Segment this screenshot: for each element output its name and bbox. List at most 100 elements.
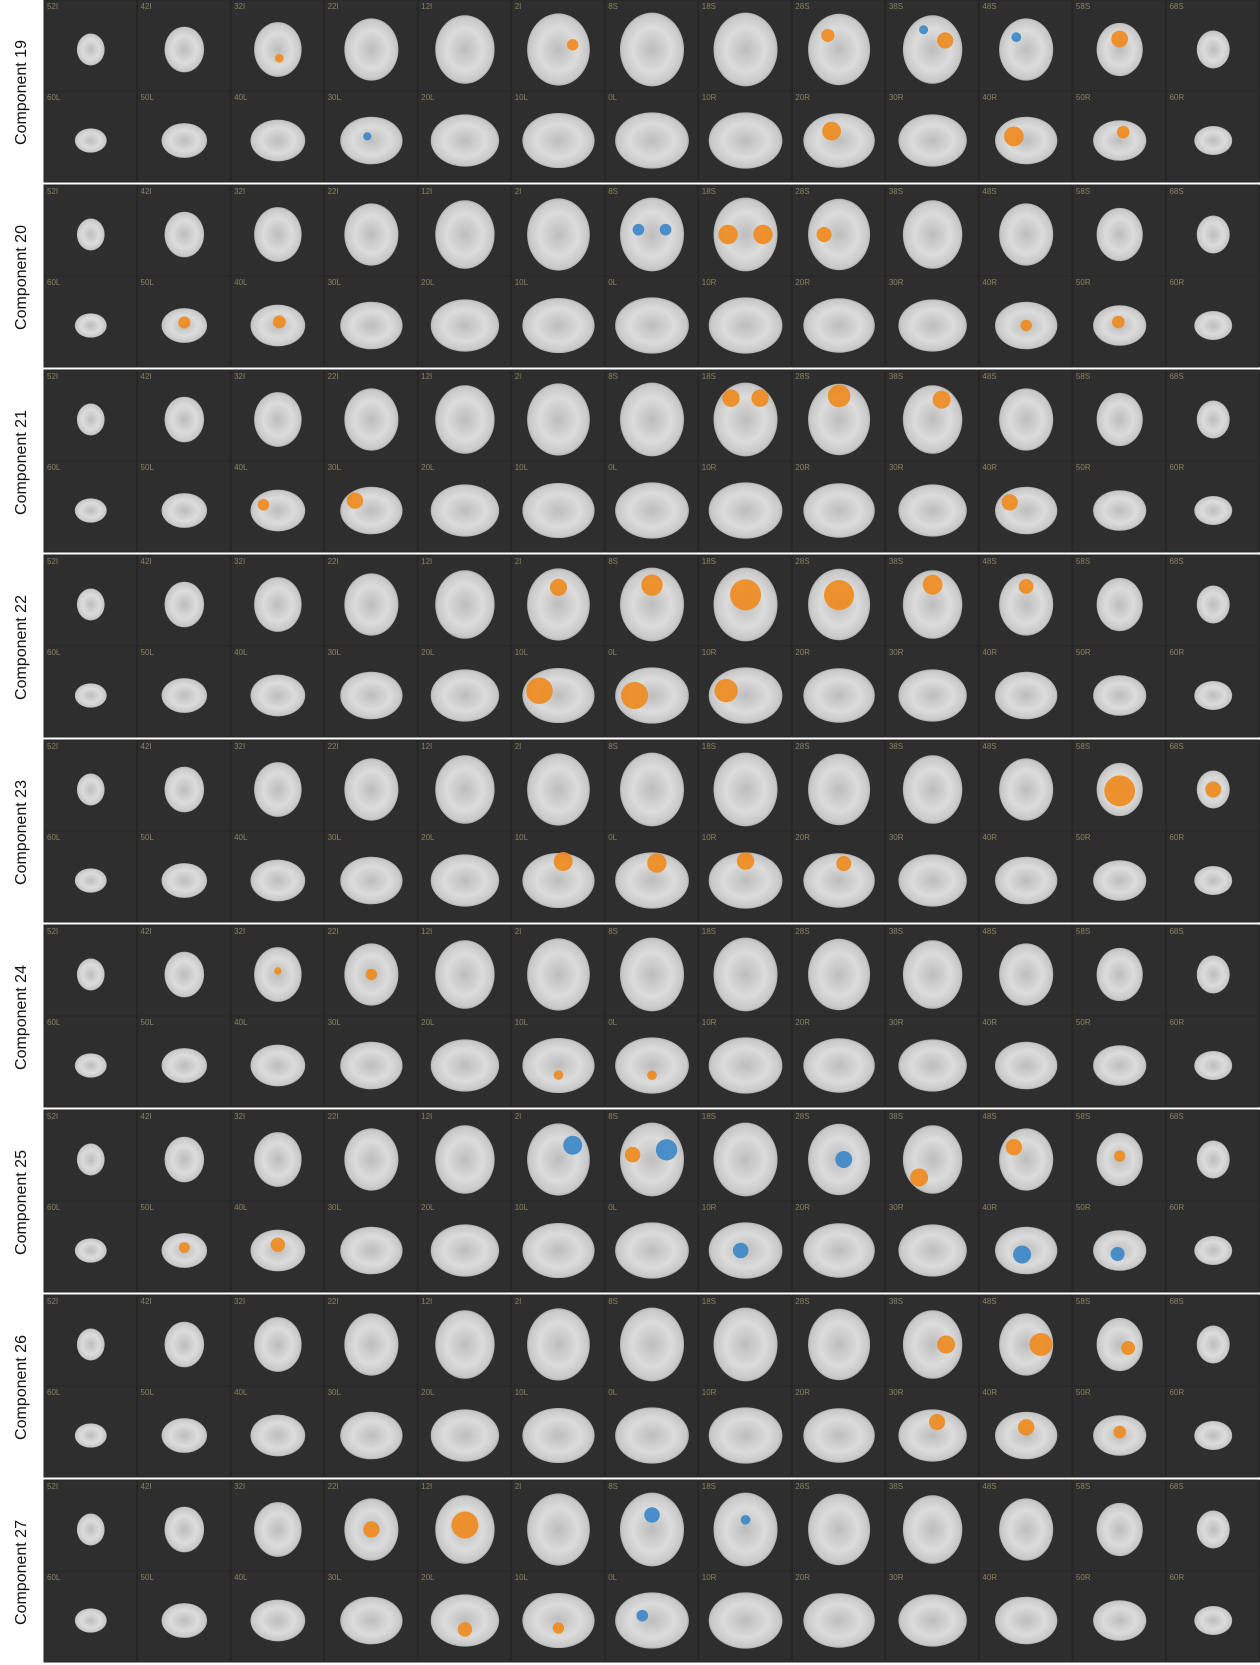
brain-slice (74, 1238, 107, 1263)
slice-label: 38S (889, 927, 903, 936)
brain-slice (161, 863, 208, 898)
brain-slice (808, 753, 871, 826)
brain-slice (1093, 120, 1147, 161)
component-panel: Component 19 52I 42I 32I 22I 12I 2I 8S 18S 28S 38S… (0, 0, 1260, 183)
component-panel: Component 22 52I 42I 32I 22I 12I 2I 8S 18S 28S 38S… (0, 554, 1260, 738)
brain-slice (619, 12, 685, 87)
brain-slice (527, 1123, 590, 1196)
brain-slice (619, 197, 685, 272)
brain-slice (708, 1037, 783, 1094)
slice-label: 18S (702, 927, 716, 936)
activation (1005, 1139, 1023, 1156)
slice-label: 12I (421, 927, 432, 936)
slice-label: 58S (1076, 2, 1090, 11)
brain-slice (250, 859, 306, 902)
slice-label: 30R (889, 1018, 904, 1027)
slice-label: 8S (608, 372, 618, 381)
slice-label: 60R (1169, 648, 1184, 657)
activation (549, 578, 568, 596)
slice-label: 22I (328, 1297, 339, 1306)
slice-label: 68S (1169, 187, 1183, 196)
brain-slice (344, 388, 399, 451)
brain-slice (619, 1492, 685, 1567)
slice-label: 48S (982, 187, 996, 196)
slice-label: 38S (889, 1482, 903, 1491)
label-background (0, 740, 44, 922)
brain-slice (999, 388, 1054, 451)
label-background (0, 925, 44, 1107)
slice-label: 32I (234, 927, 245, 936)
activation (636, 1609, 649, 1622)
brain-slice (808, 938, 871, 1011)
component-panel: Component 27 52I 42I 32I 22I 12I 2I 8S 18S 28S 38S… (0, 1479, 1260, 1663)
brain-slice (898, 669, 967, 722)
slice-label: 0L (608, 278, 617, 287)
slice-label: 60L (47, 93, 61, 102)
component-panel: Component 25 52I 42I 32I 22I 12I 2I 8S 18S 28S 38S… (0, 1109, 1260, 1293)
brain-slice (999, 1313, 1054, 1376)
slice-label: 12I (421, 742, 432, 751)
activation (732, 1242, 749, 1259)
slice-label: 48S (982, 2, 996, 11)
activation (641, 574, 663, 596)
activation (910, 1168, 929, 1187)
slice-label: 8S (608, 742, 618, 751)
brain-slice (999, 573, 1054, 636)
component-panel: Component 24 52I 42I 32I 22I 12I 2I 8S 18S 28S 38S… (0, 924, 1260, 1108)
slice-label: 68S (1169, 927, 1183, 936)
label-background (0, 1295, 44, 1477)
brain-slice (76, 403, 105, 436)
slice-label: 42I (141, 742, 152, 751)
activation (816, 226, 832, 243)
slice-label: 8S (608, 927, 618, 936)
brain-slice (254, 1317, 302, 1372)
brain-slice (1194, 866, 1233, 895)
brain-slice (1096, 947, 1143, 1002)
slice-label: 52I (47, 187, 58, 196)
brain-slice (898, 1039, 967, 1092)
brain-slice (803, 1223, 875, 1278)
slice-label: 28S (795, 927, 809, 936)
slice-label: 40R (982, 1573, 997, 1582)
slice-label: 60R (1169, 1203, 1184, 1212)
slice-label: 50L (141, 648, 155, 657)
slice-label: 50L (141, 278, 155, 287)
slice-label: 12I (421, 1482, 432, 1491)
slice-label: 0L (608, 463, 617, 472)
slice-label: 50R (1076, 1203, 1091, 1212)
activation (1114, 1150, 1126, 1162)
brain-slice (522, 1222, 595, 1279)
slice-label: 60R (1169, 93, 1184, 102)
activation (836, 856, 852, 872)
slice-label: 22I (328, 742, 339, 751)
brain-slice (76, 33, 105, 66)
slice-label: 48S (982, 1112, 996, 1121)
activation (363, 132, 372, 141)
slice-label: 30L (328, 463, 342, 472)
slice-label: 8S (608, 1112, 618, 1121)
brain-slice (527, 568, 590, 641)
brain-slice (615, 482, 689, 539)
brain-slice (344, 573, 399, 636)
activation (751, 389, 769, 407)
brain-slice (615, 852, 689, 909)
slice-label: 0L (608, 93, 617, 102)
brain-slice (902, 1310, 963, 1379)
brain-slice (808, 13, 871, 86)
slice-label: 0L (608, 1573, 617, 1582)
brain-slice (430, 1039, 500, 1092)
activation (1001, 494, 1018, 511)
brain-slice (527, 383, 590, 456)
component-label: Component 19 (13, 40, 30, 145)
activation (1018, 579, 1034, 594)
brain-slice (898, 299, 967, 352)
activation (1011, 32, 1022, 43)
slice-label: 40L (234, 1573, 248, 1582)
slice-label: 50L (141, 463, 155, 472)
brain-slice (898, 114, 967, 167)
component-panel: Component 23 52I 42I 32I 22I 12I 2I 8S 18S 28S 38S… (0, 739, 1260, 923)
slice-label: 10R (702, 463, 717, 472)
activation (257, 498, 270, 511)
cell (1165, 369, 1260, 462)
slice-label: 12I (421, 187, 432, 196)
